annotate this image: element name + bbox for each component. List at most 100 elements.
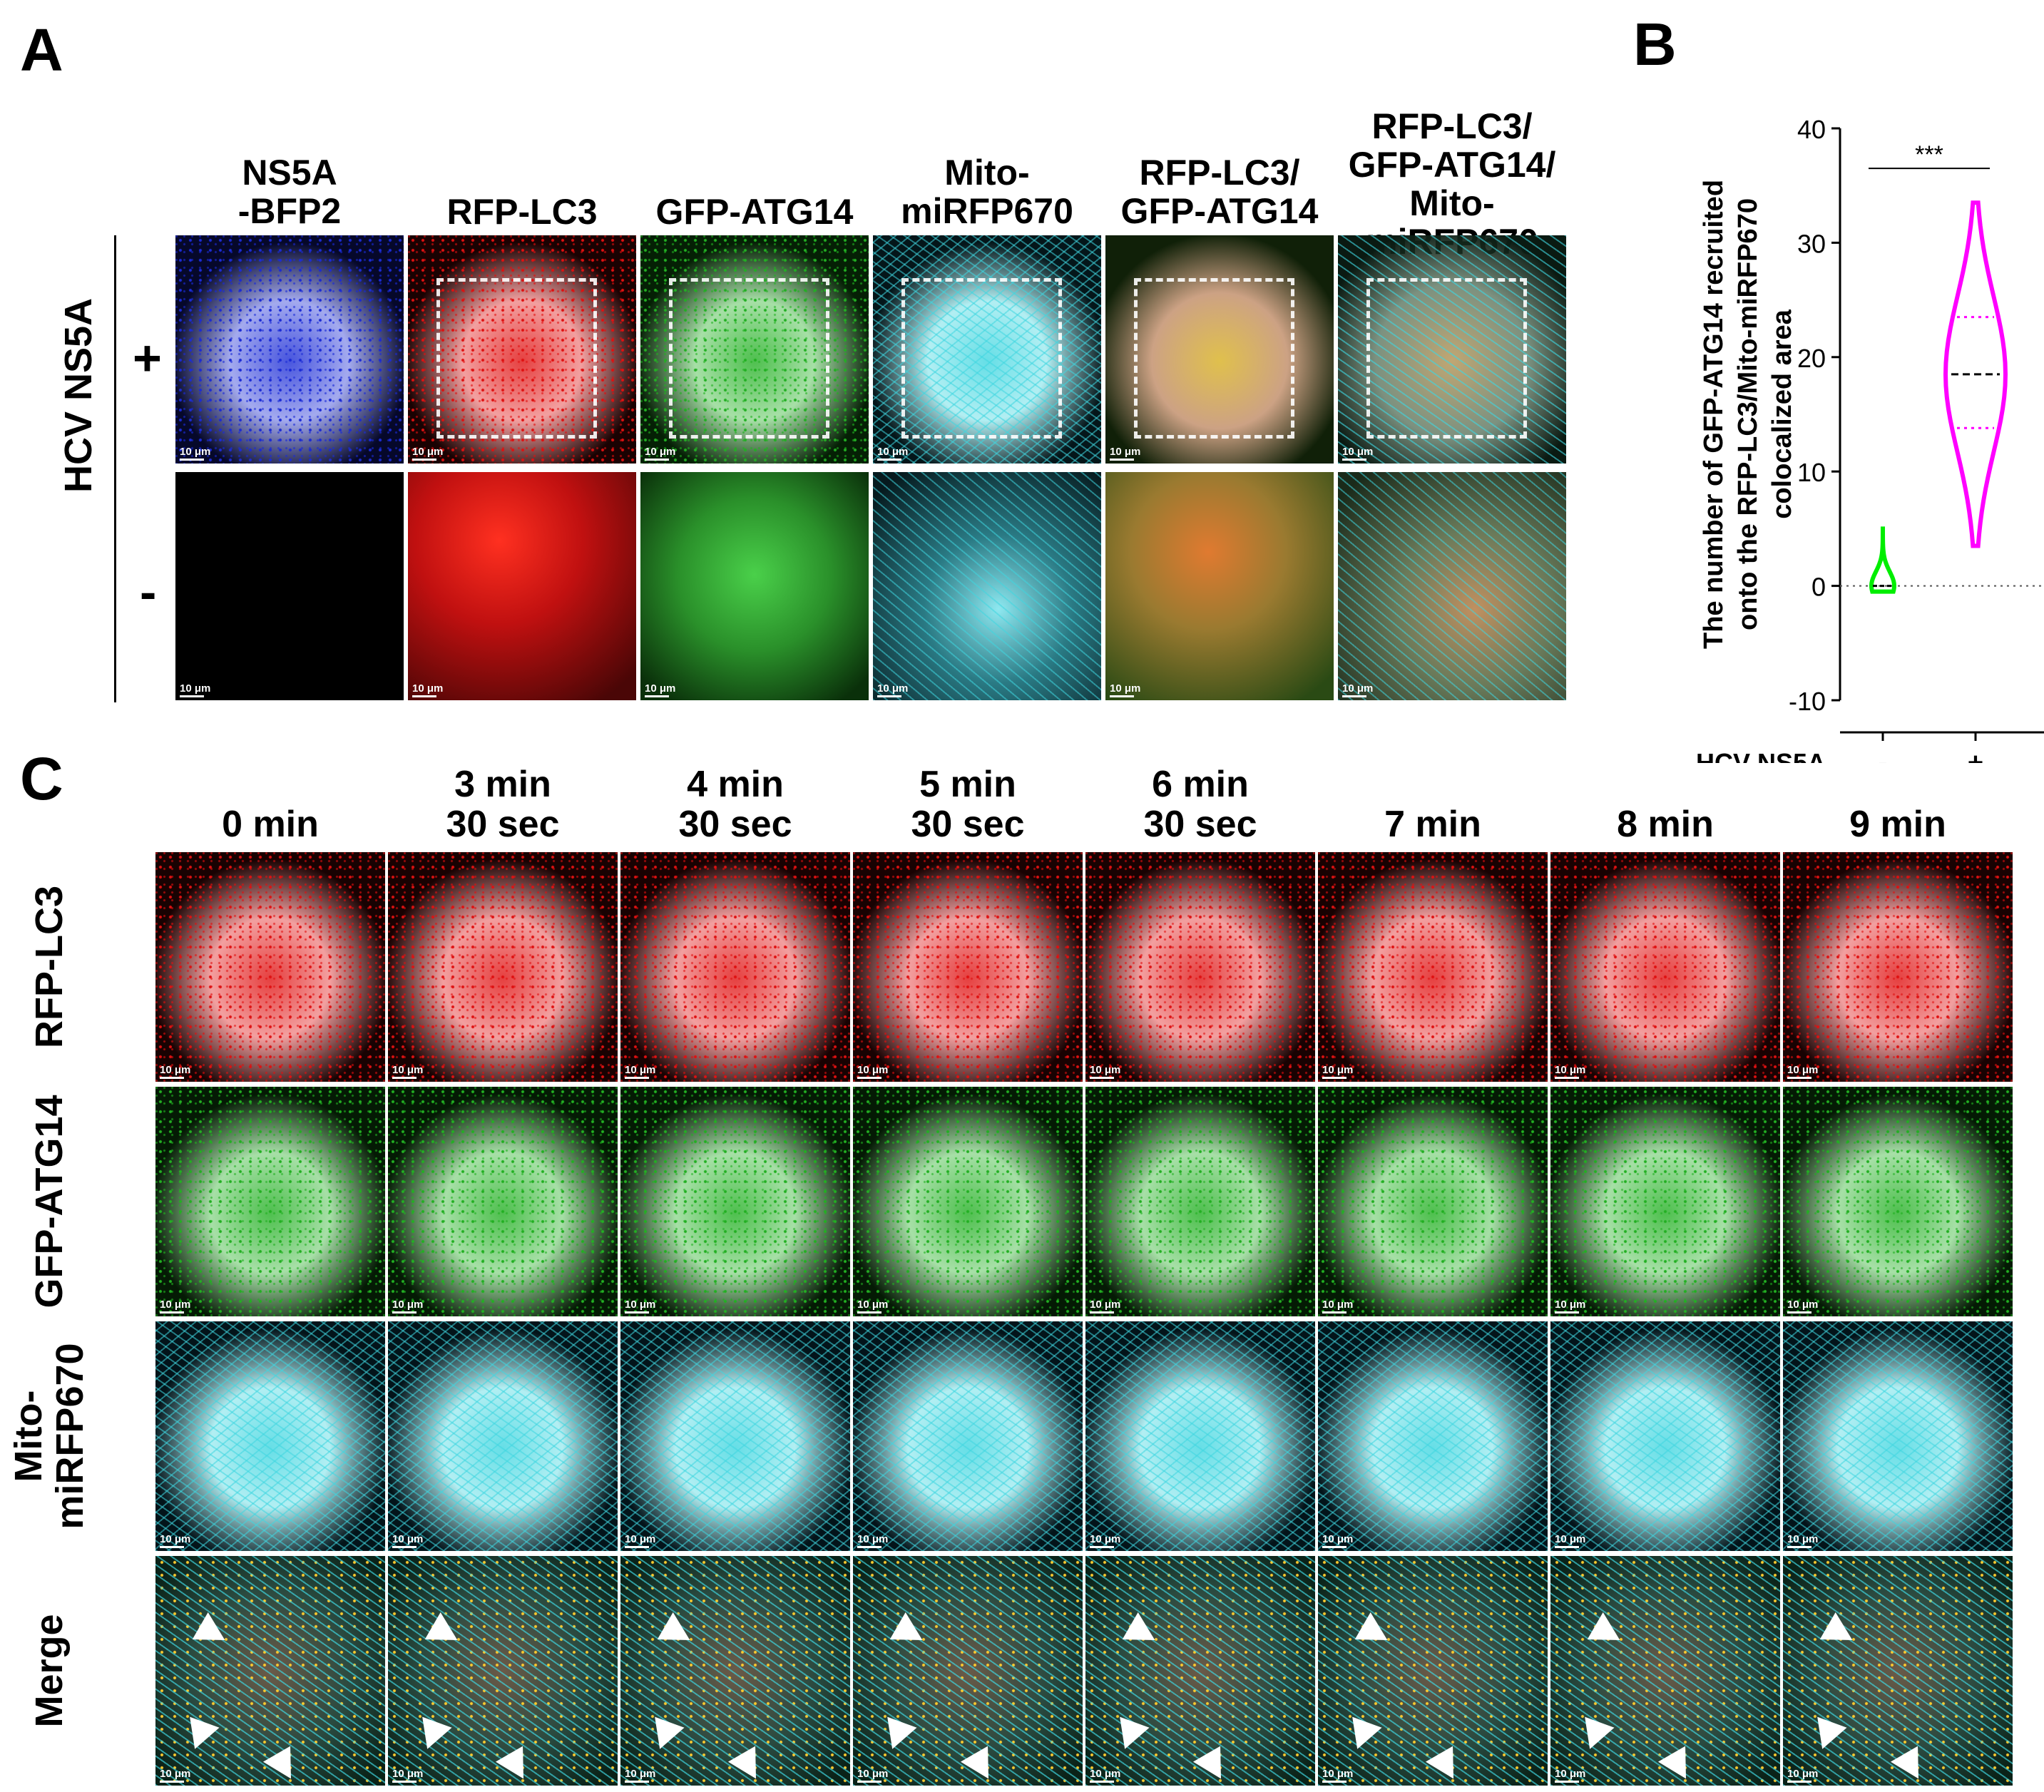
y-tick-label: 30 (1797, 229, 1826, 258)
arrowhead-marker (1425, 1746, 1468, 1786)
scale-bar: 10 μm (160, 1533, 191, 1548)
micrograph-gfp-atg14: 10 μm (853, 1087, 1083, 1316)
micrograph-gfp-atg14: 10 μm (1550, 1087, 1780, 1316)
micrograph-merge: 10 μm (1550, 1556, 1780, 1786)
panel-a-column-label: Mito-miRFP670 (901, 153, 1073, 231)
arrowhead-marker (1819, 1612, 1861, 1654)
scale-bar: 10 μm (392, 1299, 424, 1314)
scale-bar: 10 μm (180, 446, 211, 461)
timepoint-label: 8 min (1617, 804, 1714, 845)
zoom-region-box (901, 278, 1062, 439)
scale-bar: 10 μm (877, 682, 909, 697)
scale-bar: 10 μm (160, 1299, 191, 1314)
y-tick-label: -10 (1789, 687, 1826, 716)
arrowhead-marker (412, 1716, 452, 1755)
scale-bar: 10 μm (1787, 1533, 1819, 1548)
zoom-region-box (1366, 278, 1527, 439)
arrowhead-marker (1575, 1716, 1615, 1755)
row-label-plus: + (133, 330, 162, 386)
scale-bar: 10 μm (1322, 1299, 1354, 1314)
panel-a-column-label: NS5A -BFP2 (237, 153, 342, 231)
micrograph-mito: 10 μm (388, 1321, 618, 1551)
micrograph-gfp-atg14: 10 μm (1318, 1087, 1548, 1316)
micrograph-rfp-lc3: 10 μm (1318, 852, 1548, 1082)
y-axis-label: onto the RFP-LC3/Mito-miRFP670 (1733, 198, 1763, 630)
micrograph-gfp-atg14: 10 μm (620, 1087, 850, 1316)
y-axis-label: colocalized area (1767, 309, 1797, 518)
micrograph-merge: 10 μm (155, 1556, 385, 1786)
micrograph-rfp-lc3: 10 μm (388, 852, 618, 1082)
arrowhead-marker (192, 1612, 233, 1654)
panel-a-column-label: GFP-ATG14 (655, 192, 854, 232)
micrograph-rfp-lc3: 10 μm (853, 852, 1083, 1082)
micrograph-gfp-atg14: 10 μm (1783, 1087, 2013, 1316)
scale-bar: 10 μm (1787, 1768, 1819, 1783)
arrowhead-marker (262, 1746, 305, 1786)
micrograph-plus: 10 μm (640, 235, 869, 464)
scale-bar: 10 μm (1555, 1299, 1586, 1314)
panel-b-letter: B (1633, 11, 1677, 78)
micrograph-merge: 10 μm (853, 1556, 1083, 1786)
scale-bar: 10 μm (645, 682, 676, 697)
timepoint-label: 6 min 30 sec (1143, 764, 1257, 845)
panel-a-letter: A (20, 16, 63, 83)
micrograph-rfp-lc3: 10 μm (1085, 852, 1315, 1082)
scale-bar: 10 μm (1090, 1064, 1121, 1079)
zoom-region-box (669, 278, 829, 439)
arrowhead-marker (889, 1612, 931, 1654)
x-category-label: + (1968, 748, 1983, 763)
micrograph-rfp-lc3: 10 μm (1550, 852, 1780, 1082)
panel-c-row-label: GFP-ATG14 (28, 1095, 71, 1309)
micrograph-minus: 10 μm (1105, 472, 1334, 700)
y-tick-label: 10 (1797, 458, 1826, 487)
micrograph-minus: 10 μm (175, 472, 404, 700)
micrograph-mito: 10 μm (853, 1321, 1083, 1551)
scale-bar: 10 μm (392, 1064, 424, 1079)
violin-chart: -10 0 10 20 30 40 The number of GFP-ATG14 recr… (1696, 115, 2044, 763)
scale-bar: 10 μm (1322, 1533, 1354, 1548)
arrowhead-marker (424, 1612, 466, 1654)
timepoint-label: 4 min 30 sec (678, 764, 792, 845)
micrograph-mito: 10 μm (1783, 1321, 2013, 1551)
arrowhead-marker (1110, 1716, 1150, 1755)
panel-c-row-label: Merge (28, 1614, 71, 1728)
micrograph-minus: 10 μm (873, 472, 1101, 700)
arrowhead-marker (1342, 1716, 1382, 1755)
y-axis-label: The number of GFP-ATG14 recruited (1699, 180, 1729, 649)
timepoint-label: 7 min (1384, 804, 1481, 845)
micrograph-plus: 10 μm (873, 235, 1101, 464)
micrograph-merge: 10 μm (1085, 1556, 1315, 1786)
scale-bar: 10 μm (877, 446, 909, 461)
scale-bar: 10 μm (625, 1533, 656, 1548)
micrograph-plus: 10 μm (408, 235, 636, 464)
scale-bar: 10 μm (1342, 446, 1374, 461)
scale-bar: 10 μm (1110, 446, 1141, 461)
panel-c-row-label: Mito-miRFP670 (7, 1343, 91, 1530)
row-label-minus: - (140, 564, 157, 620)
scale-bar: 10 μm (1555, 1064, 1586, 1079)
panel-a-column-label: RFP-LC3/GFP-ATG14 (1120, 153, 1319, 231)
timepoint-label: 9 min (1849, 804, 1946, 845)
timepoint-label: 0 min (222, 804, 319, 845)
micrograph-merge: 10 μm (388, 1556, 618, 1786)
scale-bar: 10 μm (1110, 682, 1141, 697)
scale-bar: 10 μm (857, 1299, 889, 1314)
micrograph-merge: 10 μm (620, 1556, 850, 1786)
significance-stars: *** (1915, 141, 1943, 168)
scale-bar: 10 μm (857, 1533, 889, 1548)
micrograph-mito: 10 μm (1085, 1321, 1315, 1551)
micrograph-minus: 10 μm (1338, 472, 1566, 700)
scale-bar: 10 μm (160, 1064, 191, 1079)
micrograph-gfp-atg14: 10 μm (1085, 1087, 1315, 1316)
scale-bar: 10 μm (1322, 1064, 1354, 1079)
micrograph-minus: 10 μm (408, 472, 636, 700)
arrowhead-marker (877, 1716, 917, 1755)
micrograph-plus: 10 μm (1338, 235, 1566, 464)
scale-bar: 10 μm (625, 1768, 656, 1783)
scale-bar: 10 μm (645, 446, 676, 461)
y-tick-label: 20 (1797, 344, 1826, 373)
violin-plus (1943, 200, 2008, 548)
micrograph-mito: 10 μm (1550, 1321, 1780, 1551)
scale-bar: 10 μm (1090, 1768, 1121, 1783)
y-tick-label: 40 (1797, 115, 1826, 144)
